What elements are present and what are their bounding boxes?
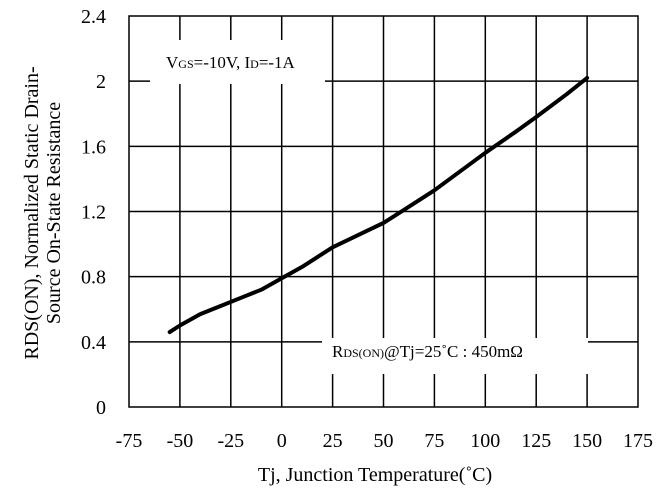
x-tick-label: 100 (470, 430, 500, 452)
x-tick-label: 25 (323, 430, 343, 452)
reference-annotation: RDS(ON)@Tj=25˚C : 450mΩ (332, 342, 523, 361)
y-axis-title-line2: Source On-State Resistance (43, 102, 65, 324)
vgs-symbol: V (166, 53, 179, 72)
condition-annotation: VGS=-10V, ID=-1A (166, 53, 296, 72)
plot-frame (128, 15, 639, 408)
x-tick-label: 125 (521, 430, 551, 452)
reference-annotation-box (322, 338, 588, 374)
y-axis-title-line1: RDS(ON), Normalized Static Drain- (21, 66, 43, 359)
x-tick-label: -75 (116, 430, 143, 452)
vgs-subscript: GS (178, 57, 193, 71)
reference-value: @Tj=25˚C : 450mΩ (384, 342, 523, 361)
y-tick-label: 1.2 (81, 202, 106, 224)
y-tick-label: 1.6 (81, 136, 106, 158)
y-tick-label: 2.4 (81, 6, 106, 28)
x-tick-label: 75 (424, 430, 444, 452)
rds-subscript: DS(ON) (343, 346, 384, 360)
x-tick-label: -25 (217, 430, 244, 452)
condition-annotation-box (150, 40, 325, 84)
vgs-value: =-10V, (194, 53, 245, 72)
series-line (167, 75, 590, 335)
grid (129, 16, 638, 407)
x-tick-label: 175 (623, 430, 653, 452)
y-tick-label: 0.8 (81, 267, 106, 289)
id-value: =-1A (259, 53, 296, 72)
y-axis-title: RDS(ON), Normalized Static Drain- Source… (21, 66, 65, 359)
y-tick-label: 0 (96, 397, 106, 419)
id-symbol: I (244, 53, 250, 72)
series-points (169, 77, 587, 332)
x-axis-title: Tj, Junction Temperature(˚C) (258, 464, 492, 486)
y-tick-label: 0.4 (81, 332, 106, 354)
y-tick-label: 2 (96, 71, 106, 93)
x-tick-labels: -75 -50 -25 0 25 50 75 100 125 150 175 (116, 430, 653, 452)
x-tick-label: 0 (277, 430, 287, 452)
x-tick-label: 50 (374, 430, 394, 452)
rds-symbol: R (332, 342, 344, 361)
x-tick-label: 150 (572, 430, 602, 452)
x-tick-label: -50 (167, 430, 194, 452)
id-subscript: D (250, 57, 259, 71)
y-tick-labels: 0 0.4 0.8 1.2 1.6 2 2.4 (81, 6, 106, 419)
